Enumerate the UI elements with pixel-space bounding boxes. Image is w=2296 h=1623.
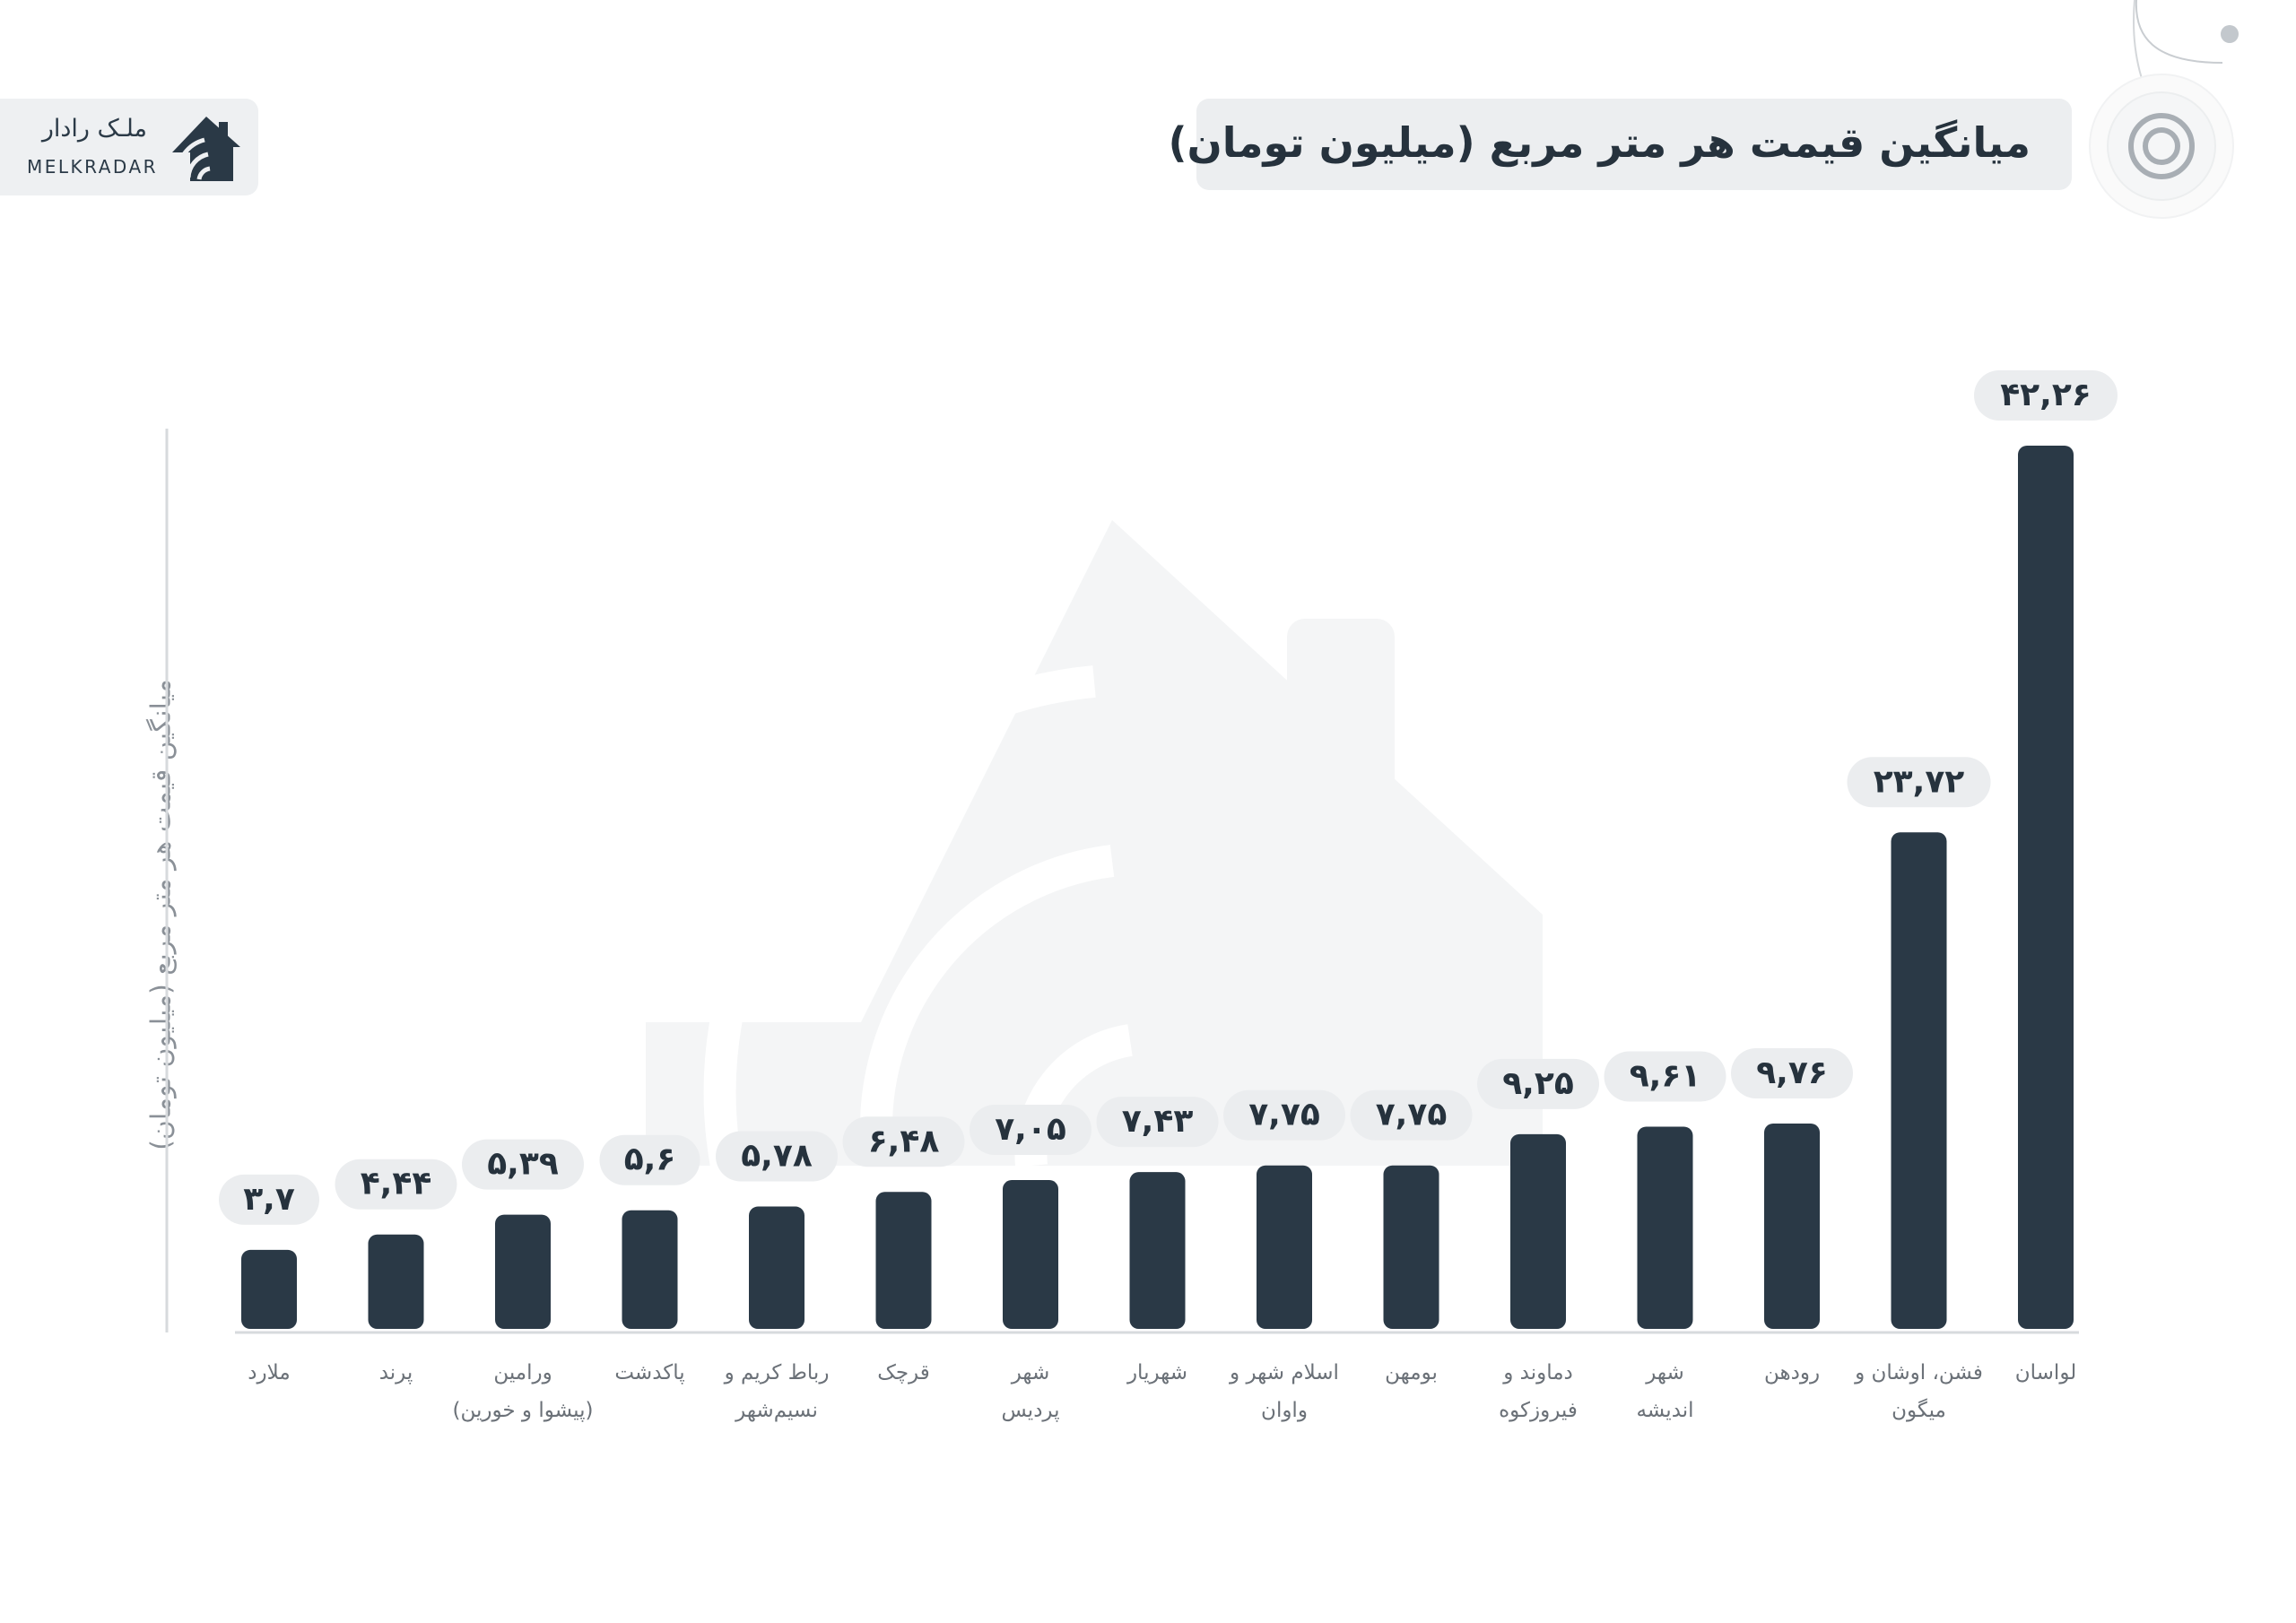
category-label: (پیشوا و خورین) xyxy=(453,1399,594,1422)
category-label: بومهن xyxy=(1385,1361,1438,1384)
bar xyxy=(368,1234,424,1329)
value-label-pill xyxy=(1731,1047,1853,1098)
bar xyxy=(241,1249,297,1329)
value-label: ۷,۴۳ xyxy=(1122,1103,1194,1140)
value-label-pill xyxy=(1223,1089,1345,1141)
value-label: ۹,۲۵ xyxy=(1502,1065,1574,1102)
value-label: ۷,۰۵ xyxy=(995,1111,1066,1148)
category-label: فشن، اوشان و xyxy=(1854,1361,1983,1384)
category-label: اندیشه xyxy=(1636,1399,1693,1422)
brand-logo: ملـک رادار MELKRADAR xyxy=(0,99,258,195)
house-radar-logo-icon xyxy=(172,117,240,181)
value-label-pill xyxy=(599,1134,700,1185)
value-label: ۷,۷۵ xyxy=(1248,1097,1320,1133)
bar xyxy=(1003,1180,1058,1329)
bar xyxy=(749,1206,804,1329)
target-decoration-icon xyxy=(2089,0,2239,219)
value-label: ۷,۷۵ xyxy=(1376,1097,1448,1133)
value-label-pill xyxy=(1096,1097,1219,1148)
category-label: فیروزکوه xyxy=(1499,1399,1578,1422)
category-label: شهر xyxy=(1645,1361,1684,1384)
value-label-pill xyxy=(219,1174,319,1225)
value-label-pill xyxy=(970,1105,1091,1156)
bar xyxy=(622,1210,678,1329)
category-label: ملارد xyxy=(248,1361,290,1384)
value-label-pill xyxy=(1847,757,1991,808)
value-label: ۲۳,۷۲ xyxy=(1874,763,1965,800)
value-label-pill xyxy=(335,1159,457,1210)
value-label-pill xyxy=(842,1116,965,1167)
value-label: ۳,۷ xyxy=(243,1181,295,1218)
chart-title-box: میانگین قیمت هر متر مربع (میلیون تومان) xyxy=(1168,99,2072,190)
category-label: نسیم‌شهر xyxy=(735,1399,818,1422)
value-label: ۵,۳۹ xyxy=(487,1146,559,1183)
value-label-pill xyxy=(462,1139,584,1190)
bar xyxy=(1510,1133,1566,1329)
bar xyxy=(1764,1123,1820,1329)
brand-name-fa: ملـک رادار xyxy=(41,115,147,143)
bar xyxy=(2018,446,2074,1329)
bar xyxy=(1637,1126,1693,1329)
bar xyxy=(495,1214,551,1329)
value-label: ۹,۷۶ xyxy=(1756,1055,1828,1091)
value-label-pill xyxy=(1604,1051,1726,1102)
value-label: ۴۲,۲۶ xyxy=(2000,377,2092,413)
value-label-pill xyxy=(1350,1089,1473,1141)
category-label: رباط کریم و xyxy=(724,1361,830,1384)
category-label: شهر xyxy=(1011,1361,1050,1384)
bar xyxy=(1129,1172,1186,1329)
category-label: لواسان xyxy=(2015,1361,2076,1384)
bar xyxy=(875,1192,932,1329)
bar xyxy=(1383,1165,1439,1329)
category-label: اسلام شهر و xyxy=(1229,1361,1339,1384)
category-label: پردیس xyxy=(1001,1399,1059,1422)
category-label: پاکدشت xyxy=(614,1361,684,1384)
value-label: ۹,۶۱ xyxy=(1630,1057,1701,1094)
value-label: ۶,۴۸ xyxy=(868,1123,940,1159)
value-label-pill xyxy=(1974,370,2118,421)
category-label: شهریار xyxy=(1126,1361,1187,1384)
chart-title: میانگین قیمت هر متر مربع (میلیون تومان) xyxy=(1168,118,2031,167)
value-label: ۴,۴۴ xyxy=(361,1166,432,1202)
category-label: ورامین xyxy=(493,1361,552,1384)
value-label: ۵,۷۸ xyxy=(741,1138,813,1175)
category-label: واوان xyxy=(1261,1399,1308,1422)
value-label-pill xyxy=(1477,1058,1599,1109)
category-label: دماوند و xyxy=(1502,1361,1573,1384)
category-label: قرچک xyxy=(877,1361,930,1384)
bar xyxy=(1257,1165,1312,1329)
category-label: رودهن xyxy=(1764,1361,1820,1384)
value-label-pill xyxy=(716,1131,838,1182)
bar xyxy=(1891,832,1947,1329)
category-label: میگون xyxy=(1892,1398,1946,1422)
category-label: پرند xyxy=(379,1361,413,1384)
brand-name-en: MELKRADAR xyxy=(27,156,159,178)
value-label: ۵,۶ xyxy=(624,1141,676,1178)
